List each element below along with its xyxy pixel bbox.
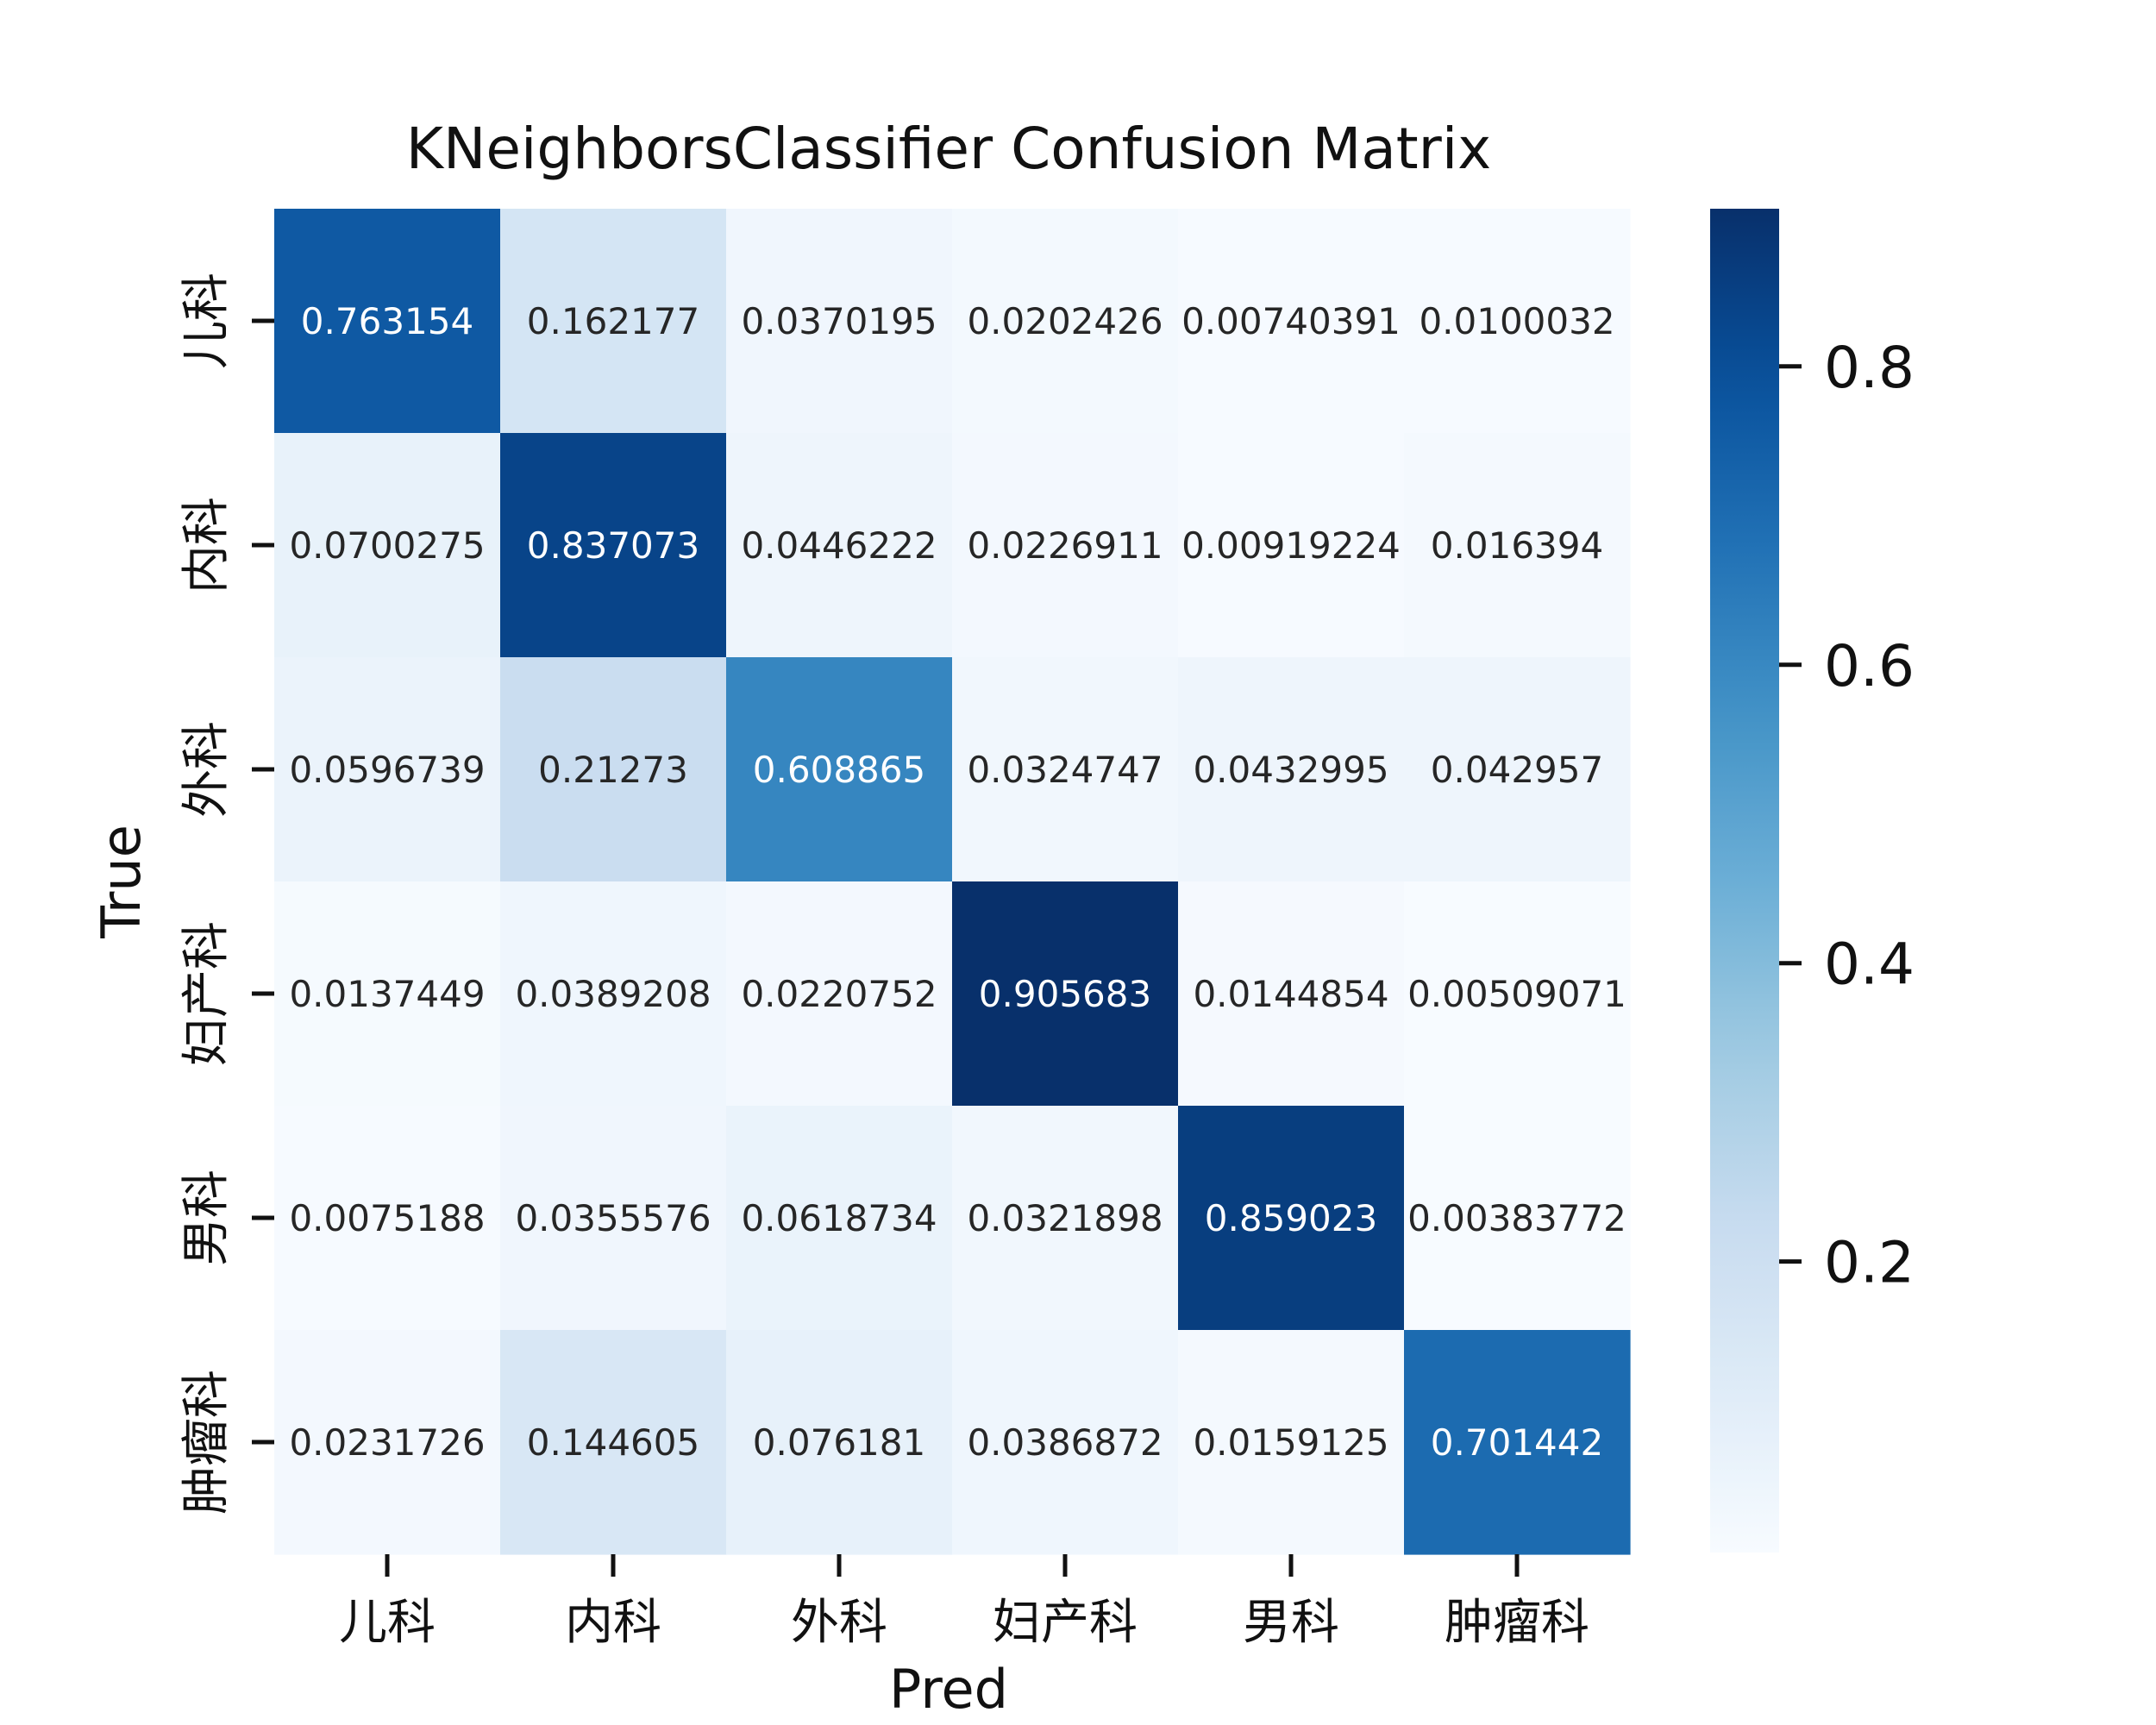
colorbar-tick-label: 0.8 bbox=[1824, 335, 1915, 401]
cell-value-label: 0.0618734 bbox=[741, 1197, 937, 1239]
cell-value-label: 0.0596739 bbox=[289, 749, 485, 791]
heatmap-cell bbox=[274, 1106, 501, 1331]
y-tick-label: 男科 bbox=[179, 1170, 235, 1266]
cell-value-label: 0.076181 bbox=[753, 1421, 925, 1464]
cell-value-label: 0.00740391 bbox=[1181, 300, 1401, 342]
heatmap-cell bbox=[1404, 657, 1631, 882]
heatmap-cell bbox=[726, 209, 953, 434]
cell-value-label: 0.144605 bbox=[527, 1421, 699, 1464]
heatmap-cell bbox=[1404, 209, 1631, 434]
cell-value-label: 0.162177 bbox=[527, 300, 699, 342]
heatmap-cell bbox=[952, 209, 1179, 434]
cell-value-label: 0.0700275 bbox=[289, 524, 485, 567]
cell-value-label: 0.00383772 bbox=[1407, 1197, 1626, 1239]
cell-value-label: 0.0370195 bbox=[741, 300, 937, 342]
heatmap-cell bbox=[952, 881, 1179, 1107]
x-axis: 儿科 内科 外科 妇产科 男科 肿瘤科 bbox=[339, 1554, 1589, 1651]
heatmap-cell bbox=[726, 1330, 953, 1555]
heatmap-cell bbox=[1178, 433, 1405, 658]
heatmap-cell bbox=[726, 881, 953, 1107]
y-tick-label: 外科 bbox=[179, 721, 235, 818]
cell-value-label: 0.0324747 bbox=[967, 749, 1163, 791]
heatmap-cell bbox=[274, 1330, 501, 1555]
cell-value-label: 0.0386872 bbox=[967, 1421, 1163, 1464]
cell-value-label: 0.0432995 bbox=[1193, 749, 1388, 791]
colorbar-tick-label: 0.2 bbox=[1824, 1230, 1915, 1296]
heatmap-cell bbox=[1404, 433, 1631, 658]
y-tick-label: 内科 bbox=[179, 497, 235, 593]
heatmap-cell bbox=[1404, 881, 1631, 1107]
heatmap-cell bbox=[1178, 657, 1405, 882]
colorbar bbox=[1710, 209, 1779, 1552]
cell-value-label: 0.859023 bbox=[1205, 1197, 1377, 1239]
heatmap-cell bbox=[952, 657, 1179, 882]
x-axis-title: Pred bbox=[889, 1658, 1008, 1721]
heatmap-cell bbox=[274, 209, 501, 434]
x-tick-label: 妇产科 bbox=[993, 1595, 1138, 1651]
cell-value-label: 0.0220752 bbox=[741, 973, 937, 1015]
heatmap-cell bbox=[952, 1330, 1179, 1555]
cell-value-label: 0.608865 bbox=[753, 749, 925, 791]
cell-value-label: 0.0226911 bbox=[967, 524, 1163, 567]
heatmap-cell bbox=[500, 1106, 727, 1331]
heatmap-cell bbox=[1178, 1106, 1405, 1331]
heatmap-cell bbox=[500, 433, 727, 658]
x-tick-label: 内科 bbox=[565, 1595, 661, 1651]
heatmap-cell bbox=[1178, 1330, 1405, 1555]
cell-value-label: 0.0446222 bbox=[741, 524, 937, 567]
heatmap-cell bbox=[1178, 209, 1405, 434]
chart-title: KNeighborsClassifier Confusion Matrix bbox=[406, 116, 1491, 182]
heatmap-cell bbox=[1404, 1330, 1631, 1555]
y-axis-title: True bbox=[90, 825, 153, 939]
heatmap-cell bbox=[274, 657, 501, 882]
cell-value-label: 0.0137449 bbox=[289, 973, 485, 1015]
cell-value-label: 0.837073 bbox=[527, 524, 699, 567]
y-tick-label: 儿科 bbox=[179, 273, 235, 369]
heatmap-cell bbox=[952, 433, 1179, 658]
cell-value-label: 0.0355576 bbox=[515, 1197, 711, 1239]
cell-value-label: 0.21273 bbox=[538, 749, 688, 791]
cell-value-label: 0.00509071 bbox=[1407, 973, 1626, 1015]
heatmap-cell bbox=[274, 433, 501, 658]
cell-value-label: 0.0100032 bbox=[1419, 300, 1614, 342]
cell-value-label: 0.0202426 bbox=[967, 300, 1163, 342]
cell-value-label: 0.701442 bbox=[1431, 1421, 1603, 1464]
colorbar-tick-label: 0.6 bbox=[1824, 633, 1915, 699]
heatmap-cell bbox=[500, 1330, 727, 1555]
colorbar-tick-label: 0.4 bbox=[1824, 932, 1915, 998]
cell-value-label: 0.0159125 bbox=[1193, 1421, 1388, 1464]
heatmap-cell bbox=[500, 657, 727, 882]
heatmap-cell bbox=[952, 1106, 1179, 1331]
heatmap-cell bbox=[274, 881, 501, 1107]
cell-value-label: 0.042957 bbox=[1431, 749, 1603, 791]
cell-value-label: 0.763154 bbox=[301, 300, 473, 342]
x-tick-label: 外科 bbox=[791, 1595, 887, 1651]
heatmap-cells: 0.763154 0.162177 0.0370195 0.0202426 0.0074… bbox=[274, 209, 1631, 1555]
cell-value-label: 0.0389208 bbox=[515, 973, 711, 1015]
cell-value-label: 0.0231726 bbox=[289, 1421, 485, 1464]
heatmap-cell bbox=[1404, 1106, 1631, 1331]
heatmap-cell bbox=[500, 209, 727, 434]
x-tick-label: 男科 bbox=[1243, 1595, 1339, 1651]
heatmap-cell bbox=[726, 433, 953, 658]
y-tick-label: 肿瘤科 bbox=[179, 1370, 235, 1515]
x-tick-label: 儿科 bbox=[339, 1595, 436, 1651]
cell-value-label: 0.016394 bbox=[1431, 524, 1603, 567]
cell-value-label: 0.0075188 bbox=[289, 1197, 485, 1239]
x-tick-label: 肿瘤科 bbox=[1445, 1595, 1589, 1651]
heatmap-cell bbox=[500, 881, 727, 1107]
heatmap-cell bbox=[726, 1106, 953, 1331]
colorbar-ticks: 0.2 0.4 0.6 0.8 bbox=[1779, 335, 1915, 1296]
cell-value-label: 0.905683 bbox=[979, 973, 1151, 1015]
cell-value-label: 0.0321898 bbox=[967, 1197, 1163, 1239]
y-tick-label: 妇产科 bbox=[179, 921, 235, 1066]
heatmap-cell bbox=[726, 657, 953, 882]
cell-value-label: 0.0144854 bbox=[1193, 973, 1388, 1015]
heatmap-cell bbox=[1178, 881, 1405, 1107]
cell-value-label: 0.00919224 bbox=[1181, 524, 1401, 567]
